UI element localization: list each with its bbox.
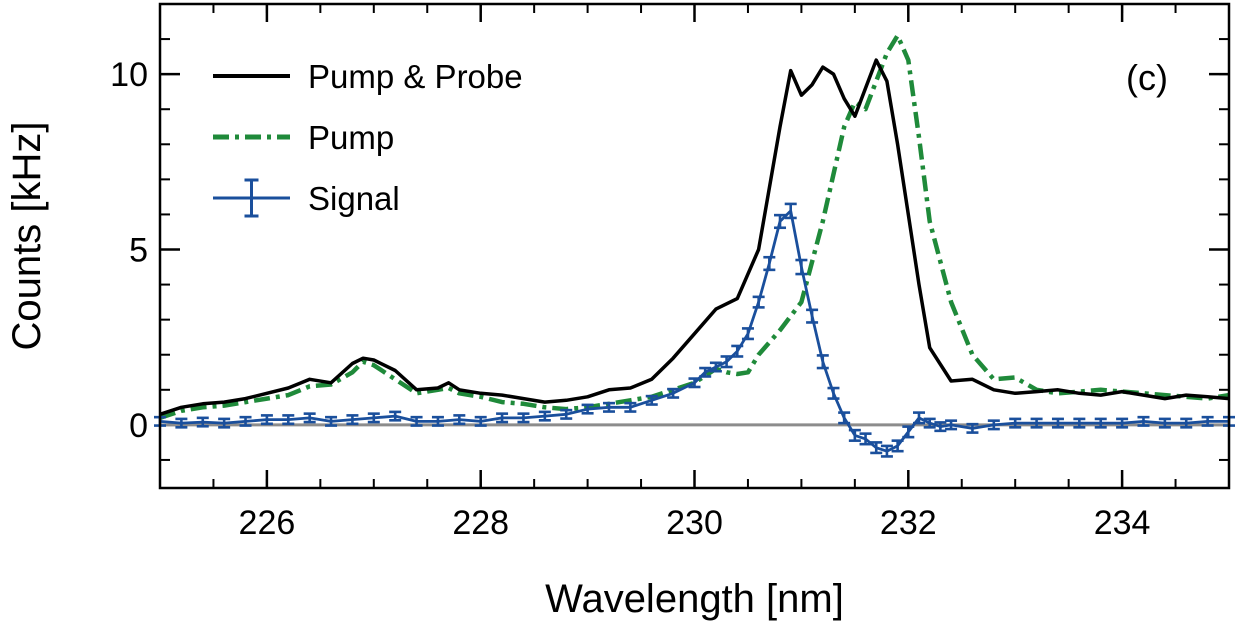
tick-labels: 226 228 230 232 234 0 5 10 [110, 56, 1150, 542]
series-line-pump [159, 33, 1230, 421]
y-tick-label: 10 [110, 56, 148, 94]
x-tick-label: 228 [452, 504, 509, 542]
legend: Pump & Probe Pump Signal [213, 58, 523, 218]
y-axis-label: Counts [kHz] [5, 122, 49, 351]
legend-label-signal: Signal [308, 180, 400, 217]
y-tick-label: 5 [129, 232, 148, 270]
x-tick-label: 234 [1094, 504, 1151, 542]
series-line-pump-probe [159, 58, 1230, 416]
x-axis-label: Wavelength [nm] [545, 577, 844, 621]
plot-area [154, 33, 1235, 458]
panel-label: (c) [1126, 57, 1168, 98]
legend-label-pump-probe: Pump & Probe [308, 58, 523, 95]
major-ticks [160, 4, 1229, 488]
plot-frame [158, 2, 1231, 490]
x-tick-label: 226 [239, 504, 296, 542]
legend-label-pump: Pump [308, 119, 394, 156]
x-tick-label: 232 [880, 504, 937, 542]
y-tick-label: 0 [129, 407, 148, 445]
x-tick-label: 230 [666, 504, 723, 542]
